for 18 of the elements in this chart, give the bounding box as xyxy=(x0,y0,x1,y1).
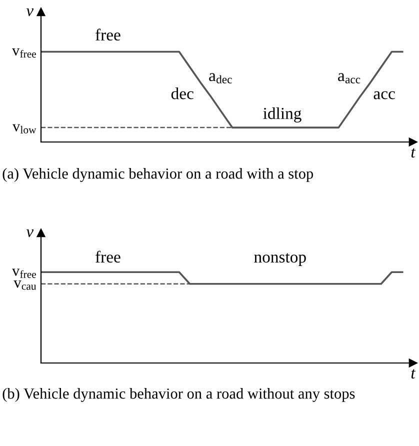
text: nonstop xyxy=(254,253,306,266)
text: v$_{free}$ xyxy=(12,268,36,278)
annotation: idling xyxy=(263,107,302,122)
ref-line-label: v$_{low}$ xyxy=(12,124,36,134)
annotation: dec xyxy=(171,88,194,100)
annotation: a$_{acc}$ xyxy=(338,73,360,84)
x-axis-title: t xyxy=(411,369,416,379)
annotation: a$_{dec}$ xyxy=(209,73,232,84)
y-axis-title: v xyxy=(26,8,34,16)
text: (a) Vehicle dynamic behavior on a road with a stop xyxy=(2,168,314,182)
text: v$_{free}$ xyxy=(12,48,36,58)
y-axis-title: v xyxy=(26,229,34,238)
text: free xyxy=(96,250,120,263)
annotation: acc xyxy=(374,91,395,100)
x-axis-title: t xyxy=(411,148,416,158)
text: free xyxy=(96,28,120,41)
ref-line-label: v$_{cau}$ xyxy=(14,280,36,290)
text: (b) Vehicle dynamic behavior on a road without any stops xyxy=(2,388,355,402)
